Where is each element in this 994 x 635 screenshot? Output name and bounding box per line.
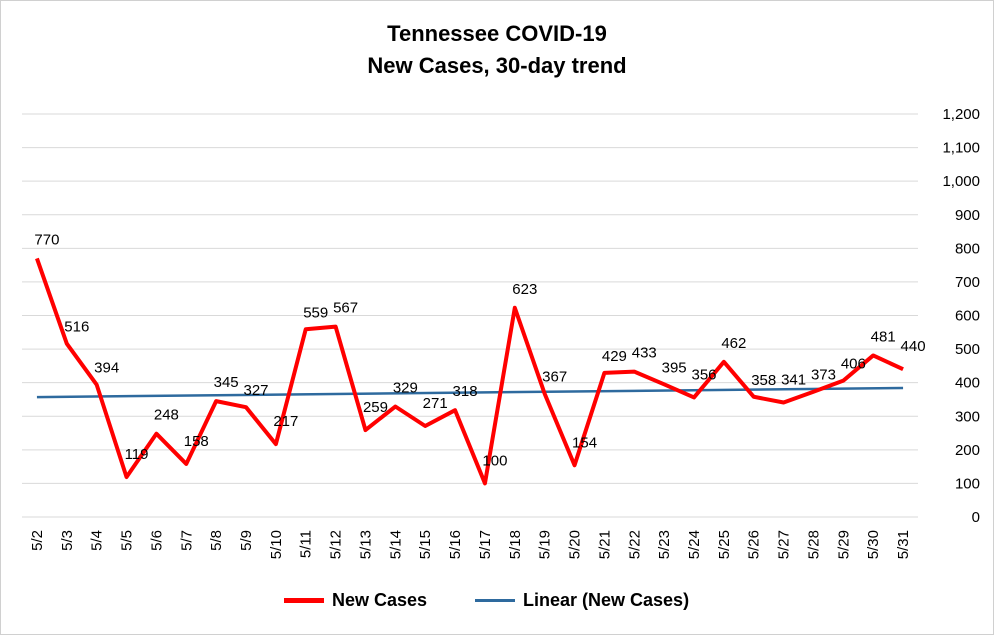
x-tick-label: 5/5 <box>119 530 136 551</box>
x-tick-label: 5/18 <box>507 530 524 559</box>
y-tick-label: 800 <box>955 240 980 257</box>
x-tick-label: 5/27 <box>776 530 793 559</box>
data-label: 394 <box>94 360 119 377</box>
legend-label-new-cases: New Cases <box>332 590 428 610</box>
data-label: 440 <box>901 338 926 355</box>
x-tick-label: 5/8 <box>208 530 225 551</box>
data-label: 100 <box>482 452 507 469</box>
y-tick-label: 700 <box>955 274 980 291</box>
data-label: 158 <box>184 433 209 450</box>
x-tick-label: 5/20 <box>567 530 584 559</box>
x-tick-label: 5/24 <box>686 530 703 559</box>
data-label: 329 <box>393 380 418 397</box>
x-tick-label: 5/13 <box>357 530 374 559</box>
x-tick-label: 5/3 <box>59 530 76 551</box>
legend-item-linear: Linear (New Cases) <box>475 590 689 611</box>
x-tick-label: 5/30 <box>865 530 882 559</box>
y-tick-label: 0 <box>972 509 980 526</box>
data-label: 516 <box>64 319 89 336</box>
x-tick-label: 5/29 <box>835 530 852 559</box>
data-label: 259 <box>363 399 388 416</box>
x-tick-label: 5/7 <box>178 530 195 551</box>
x-tick-label: 5/19 <box>537 530 554 559</box>
data-label: 429 <box>602 348 627 365</box>
y-tick-label: 600 <box>955 308 980 325</box>
y-tick-label: 100 <box>955 475 980 492</box>
data-label: 406 <box>841 356 866 373</box>
series-new-cases <box>35 257 904 486</box>
x-tick-label: 5/14 <box>387 530 404 559</box>
data-label: 271 <box>423 395 448 412</box>
x-tick-label: 5/17 <box>477 530 494 559</box>
trendline-linear <box>36 386 904 399</box>
legend-label-linear: Linear (New Cases) <box>523 590 690 610</box>
trendline <box>36 386 904 399</box>
x-axis-ticks: 5/2 5/3 5/4 5/5 5/6 5/7 5/8 5/9 5/10 5/11 5/12 5/13… <box>29 530 912 559</box>
data-label: 345 <box>214 374 239 391</box>
data-label: 248 <box>154 407 179 424</box>
y-tick-label: 300 <box>955 408 980 425</box>
data-label: 373 <box>811 367 836 384</box>
x-tick-label: 5/4 <box>89 530 106 551</box>
x-tick-label: 5/25 <box>716 530 733 559</box>
data-label: 356 <box>691 366 716 383</box>
data-label: 327 <box>243 382 268 399</box>
x-tick-label: 5/31 <box>895 530 912 559</box>
legend-swatch-new-cases <box>284 598 324 603</box>
y-tick-label: 200 <box>955 442 980 459</box>
chart-subtitle: New Cases, 30-day trend <box>367 53 627 78</box>
chart-title-block: Tennessee COVID-19 New Cases, 30-day tre… <box>0 18 994 82</box>
x-tick-label: 5/22 <box>626 530 643 559</box>
x-tick-label: 5/6 <box>148 530 165 551</box>
data-label: 119 <box>125 446 149 463</box>
data-label: 770 <box>34 231 59 248</box>
legend-item-new-cases: New Cases <box>284 590 427 611</box>
x-tick-label: 5/15 <box>417 530 434 559</box>
y-axis-ticks: 0 100 200 300 400 500 600 700 800 900 1,000 1,100 1,… <box>942 106 980 526</box>
data-label: 217 <box>273 413 298 430</box>
y-tick-label: 1,000 <box>942 173 980 190</box>
legend: New Cases Linear (New Cases) <box>0 590 994 614</box>
data-label: 623 <box>512 281 537 298</box>
x-tick-label: 5/10 <box>268 530 285 559</box>
data-label: 481 <box>871 328 896 345</box>
x-tick-label: 5/26 <box>746 530 763 559</box>
data-label: 395 <box>662 359 687 376</box>
x-tick-label: 5/11 <box>298 530 315 558</box>
y-tick-label: 1,100 <box>942 140 980 157</box>
x-tick-label: 5/21 <box>596 530 613 559</box>
y-tick-label: 500 <box>955 341 980 358</box>
data-label: 567 <box>333 300 358 317</box>
x-tick-label: 5/16 <box>447 530 464 559</box>
legend-swatch-linear <box>475 599 515 602</box>
x-tick-label: 5/28 <box>805 530 822 559</box>
data-label: 462 <box>721 335 746 352</box>
y-tick-label: 400 <box>955 375 980 392</box>
chart-title: Tennessee COVID-19 <box>387 21 607 46</box>
x-tick-label: 5/12 <box>328 530 345 559</box>
y-tick-label: 900 <box>955 207 980 224</box>
data-label: 559 <box>303 304 328 321</box>
series-line-new-cases <box>35 257 904 486</box>
data-label: 358 <box>751 372 776 389</box>
x-tick-label: 5/23 <box>656 530 673 559</box>
y-tick-label: 1,200 <box>942 106 980 123</box>
data-label: 318 <box>453 383 478 400</box>
data-labels: 770 516 394 119 248 158 345 327 217 559 567 259 329 2… <box>34 231 925 469</box>
x-tick-label: 5/2 <box>29 530 46 551</box>
gridlines <box>22 113 918 518</box>
data-label: 367 <box>542 369 567 386</box>
data-label: 341 <box>781 371 806 388</box>
data-label: 433 <box>632 345 657 362</box>
x-tick-label: 5/9 <box>238 530 255 551</box>
data-label: 154 <box>572 434 597 451</box>
